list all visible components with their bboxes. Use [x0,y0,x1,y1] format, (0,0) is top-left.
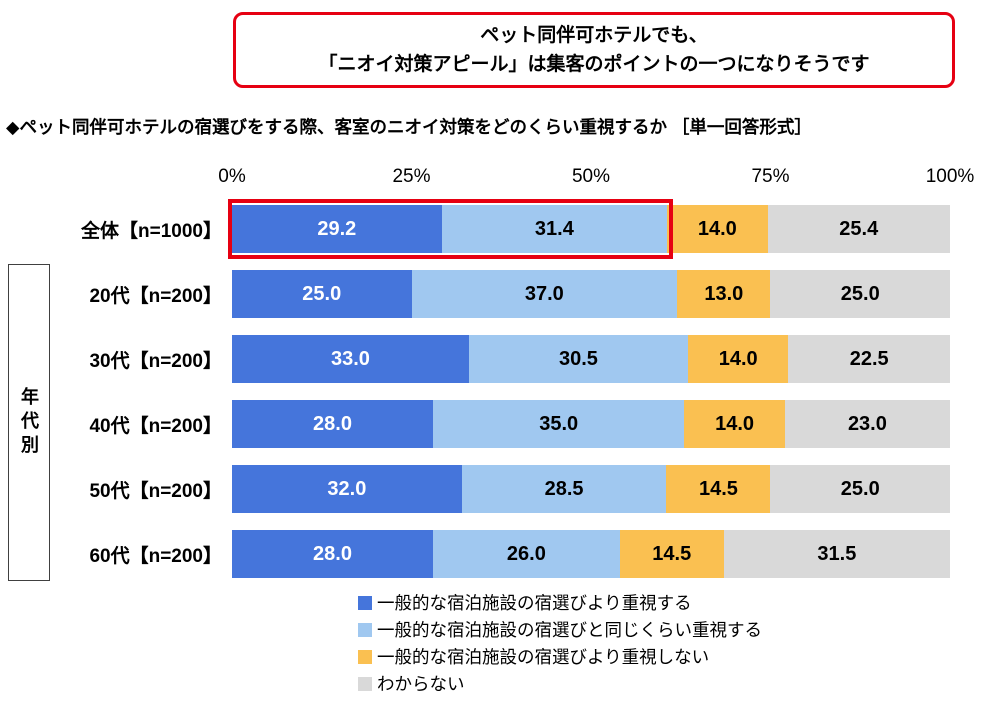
bar-segment: 25.4 [767,205,950,253]
value-label: 23.0 [847,412,887,435]
axis-tick: 100% [925,166,975,187]
row-label: 20代【n=200】 [89,285,222,307]
bar-segment: 25.0 [770,465,950,513]
value-label: 22.5 [849,347,889,370]
axis-tick: 0% [218,166,246,187]
chart-row: 50代【n=200】 32.0 28.5 14.5 25.0 [0,465,950,513]
chart-row: 40代【n=200】 28.0 35.0 14.0 23.0 [0,400,950,448]
value-label: 25.0 [840,477,880,500]
value-label: 14.5 [652,542,692,565]
bar-segment: 37.0 [411,270,678,318]
legend-swatch [358,650,372,664]
x-axis: 0% 25% 50% 75% 100% [218,160,974,188]
stacked-bar: 32.0 28.5 14.5 25.0 [232,465,950,513]
legend-item: 一般的な宿泊施設の宿選びより重視する [358,592,762,614]
bar-segment: 32.0 [232,465,462,513]
chart-row: 20代【n=200】 25.0 37.0 13.0 25.0 [0,270,950,318]
bar-segment: 35.0 [433,400,685,448]
bar-segment: 28.5 [461,465,667,513]
callout-box: ペット同伴可ホテルでも、 「ニオイ対策アピール」は集客のポイントの一つになりそう… [233,12,955,88]
value-label: 14.0 [718,347,758,370]
value-label: 28.5 [544,477,584,500]
value-label: 30.5 [558,347,598,370]
stacked-bar: 29.2 31.4 14.0 25.4 [228,199,950,259]
row-label: 50代【n=200】 [89,480,222,502]
value-label: 32.0 [327,477,367,500]
bar-segment: 29.2 [232,205,442,253]
value-label: 33.0 [331,347,370,370]
stacked-bar: 25.0 37.0 13.0 25.0 [232,270,950,318]
legend-item: 一般的な宿泊施設の宿選びと同じくらい重視する [358,619,762,641]
legend: 一般的な宿泊施設の宿選びより重視する一般的な宿泊施設の宿選びと同じくらい重視する… [358,592,762,695]
value-label: 14.0 [697,217,737,240]
value-label: 31.4 [534,217,574,240]
axis-tick: 75% [751,166,790,187]
chart-row: 30代【n=200】 33.0 30.5 14.0 22.5 [0,335,950,383]
legend-item: 一般的な宿泊施設の宿選びより重視しない [358,646,762,668]
value-label: 13.0 [704,282,744,305]
row-label: 60代【n=200】 [89,545,222,567]
chart-row: 60代【n=200】 28.0 26.0 14.5 31.5 [0,530,950,578]
stacked-bar: 33.0 30.5 14.0 22.5 [232,335,950,383]
stacked-bar: 28.0 26.0 14.5 31.5 [232,530,950,578]
chart-title: ◆ペット同伴可ホテルの宿選びをする際、客室のニオイ対策をどのくらい重視するか ［… [6,117,812,137]
value-label: 29.2 [317,217,357,240]
bar-segment: 31.5 [723,530,950,578]
legend-item: わからない [358,673,762,695]
row-label: 40代【n=200】 [89,415,222,437]
value-label: 14.5 [698,477,738,500]
bar-segment: 28.0 [232,400,434,448]
bar-segment: 30.5 [468,335,688,383]
bar-segment: 14.0 [687,335,789,383]
bar-segment: 22.5 [788,335,950,383]
age-group-bracket: 年代別 [8,264,50,581]
age-group-label: 年代別 [19,386,39,459]
bar-segment: 25.0 [232,270,412,318]
value-label: 25.0 [302,282,342,305]
legend-swatch [358,596,372,610]
bar-segment: 13.0 [677,270,771,318]
chart-row: 全体【n=1000】 29.2 31.4 14.0 25.4 [0,199,950,259]
legend-swatch [358,677,372,691]
legend-swatch [358,623,372,637]
value-label: 25.0 [840,282,880,305]
value-label: 28.0 [313,412,352,435]
bar-segment: 14.5 [666,465,771,513]
chart-plot: 全体【n=1000】 29.2 31.4 14.0 25.4 20代【n=200】 25.0… [0,199,950,595]
stacked-bar: 28.0 35.0 14.0 23.0 [232,400,950,448]
bar-segment: 28.0 [232,530,434,578]
axis-tick: 25% [392,166,431,187]
bar-segment: 31.4 [441,205,668,253]
bar-segment: 23.0 [784,400,950,448]
value-label: 14.0 [715,412,755,435]
bar-segment: 25.0 [770,270,950,318]
row-label: 30代【n=200】 [89,350,222,372]
callout-line2: 「ニオイ対策アピール」は集客のポイントの一つになりそうです [318,54,870,75]
axis-tick: 50% [571,166,611,187]
bar-segment: 14.0 [667,205,768,253]
bar-segment: 14.0 [684,400,785,448]
legend-label: 一般的な宿泊施設の宿選びより重視しない [377,647,710,667]
bar-segment: 26.0 [433,530,620,578]
bar-segment: 14.5 [619,530,724,578]
value-label: 26.0 [506,542,546,565]
value-label: 37.0 [524,282,564,305]
row-label: 全体【n=1000】 [81,220,222,242]
value-label: 28.0 [313,542,352,565]
value-label: 31.5 [817,542,857,565]
callout-line1: ペット同伴可ホテルでも、 [480,24,708,46]
legend-label: 一般的な宿泊施設の宿選びより重視する [377,593,692,613]
value-label: 25.4 [839,217,879,240]
legend-label: 一般的な宿泊施設の宿選びと同じくらい重視する [377,620,762,640]
bar-segment: 33.0 [232,335,469,383]
value-label: 35.0 [539,412,579,435]
legend-label: わからない [377,674,465,694]
